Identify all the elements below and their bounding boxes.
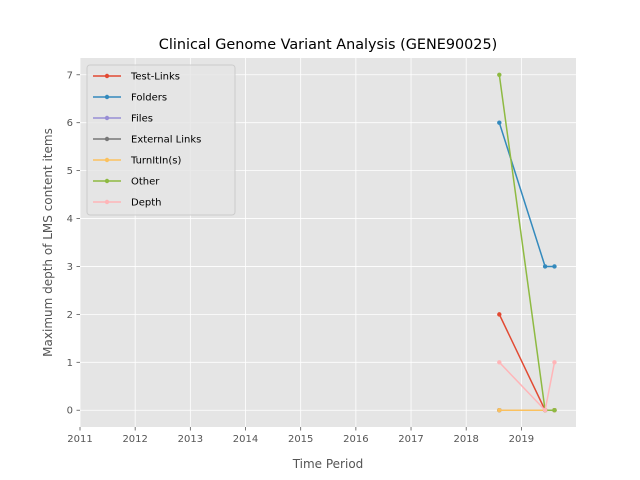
data-point <box>542 264 548 269</box>
data-point <box>552 360 557 365</box>
legend-item-turnitin-s: TurnItIn(s) <box>93 156 181 167</box>
legend-swatch-marker <box>104 94 110 100</box>
x-tick-label: 2017 <box>398 434 423 445</box>
x-axis-title: Time Period <box>292 457 364 471</box>
legend-item-test-links: Test-Links <box>93 72 180 83</box>
legend-label: TurnItIn(s) <box>130 156 181 167</box>
x-tick-label: 2012 <box>122 434 147 445</box>
data-point <box>552 408 557 413</box>
legend-swatch-marker <box>104 136 110 142</box>
y-tick-label: 7 <box>67 70 73 81</box>
legend-swatch-marker <box>104 178 110 184</box>
data-point <box>497 408 502 413</box>
legend-label: Other <box>131 177 160 188</box>
legend-label: Depth <box>131 198 161 209</box>
legend-item-files: Files <box>93 114 153 125</box>
legend-box <box>86 64 236 216</box>
y-tick-label: 5 <box>67 166 73 177</box>
legend-label: Test-Links <box>130 72 180 83</box>
legend-item-other: Other <box>93 177 160 188</box>
x-tick-label: 2016 <box>343 434 368 445</box>
y-tick-label: 6 <box>67 118 73 129</box>
y-axis-title: Maximum depth of LMS content items <box>41 128 55 357</box>
data-point <box>497 312 502 317</box>
x-tick-label: 2019 <box>509 434 534 445</box>
legend-label: External Links <box>131 135 201 146</box>
x-tick-label: 2015 <box>288 434 313 445</box>
data-point <box>497 120 502 125</box>
legend-item-external-links: External Links <box>93 135 201 146</box>
y-tick-label: 3 <box>67 262 73 273</box>
data-point <box>542 408 548 413</box>
legend-label: Files <box>131 114 153 125</box>
legend-swatch-marker <box>104 199 110 205</box>
legend-swatch-marker <box>104 73 110 79</box>
legend-label: Folders <box>131 93 167 104</box>
legend-swatch-marker <box>104 115 110 121</box>
series-depth <box>497 360 557 413</box>
legend-swatch-marker <box>104 157 110 163</box>
chart-title: Clinical Genome Variant Analysis (GENE90… <box>159 37 497 53</box>
data-point <box>497 360 502 365</box>
legend-item-depth: Depth <box>93 198 161 209</box>
x-axis: 2011 2012 2013 2014 2015 2016 2017 2018 2019 <box>67 427 534 445</box>
y-tick-label: 2 <box>67 310 73 321</box>
x-tick-label: 2014 <box>233 434 258 445</box>
x-tick-label: 2018 <box>453 434 478 445</box>
data-point <box>552 264 557 269</box>
legend: Test-Links Folders Files External Links Turn… <box>86 64 236 216</box>
legend-item-folders: Folders <box>93 93 167 104</box>
y-axis: 0 1 2 3 4 5 6 7 <box>67 70 80 417</box>
data-point <box>497 72 502 77</box>
y-tick-label: 0 <box>67 406 73 417</box>
y-tick-label: 1 <box>67 358 73 369</box>
y-tick-label: 4 <box>67 214 73 225</box>
series-layer <box>497 72 557 413</box>
series-folders <box>497 120 557 269</box>
x-tick-label: 2013 <box>178 434 203 445</box>
x-tick-label: 2011 <box>67 434 92 445</box>
